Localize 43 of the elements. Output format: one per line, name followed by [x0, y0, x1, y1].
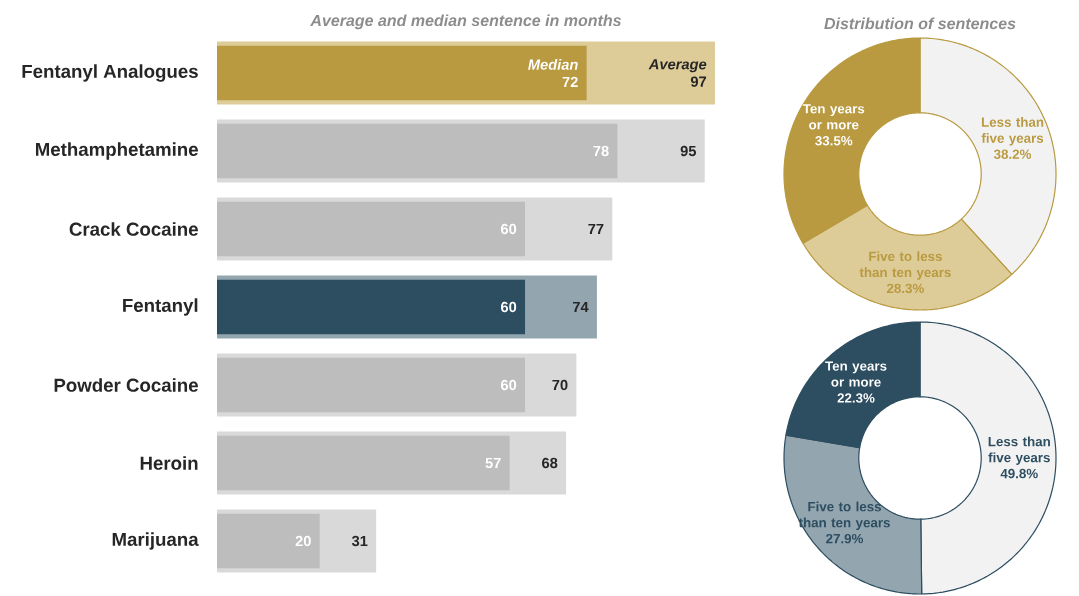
chart-title: Average and median sentence in months: [310, 14, 622, 30]
series-label: Median: [528, 59, 578, 70]
data-label: 27.9%: [826, 533, 864, 544]
slice-label: Five to less than ten years: [859, 251, 951, 280]
bar: [217, 201, 526, 257]
data-label: 70: [552, 379, 568, 391]
slice-label: Less than five years: [988, 436, 1050, 465]
data-label: 28.3%: [886, 283, 924, 294]
data-label: 68: [542, 457, 558, 469]
data-label: 22.3%: [837, 393, 875, 403]
bar: [217, 45, 587, 101]
data-label: 60: [501, 379, 517, 391]
slice-label: Ten years or more: [825, 361, 887, 387]
y-tick-label: Crack Cocaine: [69, 222, 198, 236]
slice-label: Ten years or more: [802, 104, 865, 130]
y-tick-label: Fentanyl Analogues: [22, 64, 198, 82]
data-label: 57: [485, 457, 501, 469]
data-label: 20: [295, 535, 311, 547]
y-tick-label: Fentanyl: [123, 298, 198, 316]
data-label: 97: [690, 76, 707, 87]
data-label: 33.5%: [815, 136, 853, 146]
y-tick-label: Powder Cocaine: [54, 378, 198, 392]
data-label: 38.2%: [993, 149, 1032, 159]
y-tick-label: Methamphetamine: [35, 142, 198, 160]
series-label: Average: [648, 59, 707, 73]
bar: [217, 435, 510, 491]
y-tick-label: Marijuana: [112, 532, 199, 550]
data-label: 78: [593, 145, 609, 157]
data-label: 60: [501, 301, 517, 313]
data-label: 72: [562, 76, 578, 87]
data-label: 95: [680, 145, 697, 157]
data-label: 60: [501, 223, 517, 235]
data-label: 77: [588, 223, 604, 235]
bar: [217, 513, 320, 569]
data-label: 74: [572, 301, 589, 313]
data-label: 49.8%: [1000, 468, 1038, 479]
data-label: 31: [351, 535, 368, 547]
slice-label: Less than five years: [981, 117, 1044, 146]
bar: [217, 357, 526, 413]
bar: [217, 279, 526, 335]
bar: [217, 123, 618, 179]
y-tick-label: Heroin: [140, 456, 198, 470]
chart-title: Distribution of sentences: [824, 17, 1016, 30]
